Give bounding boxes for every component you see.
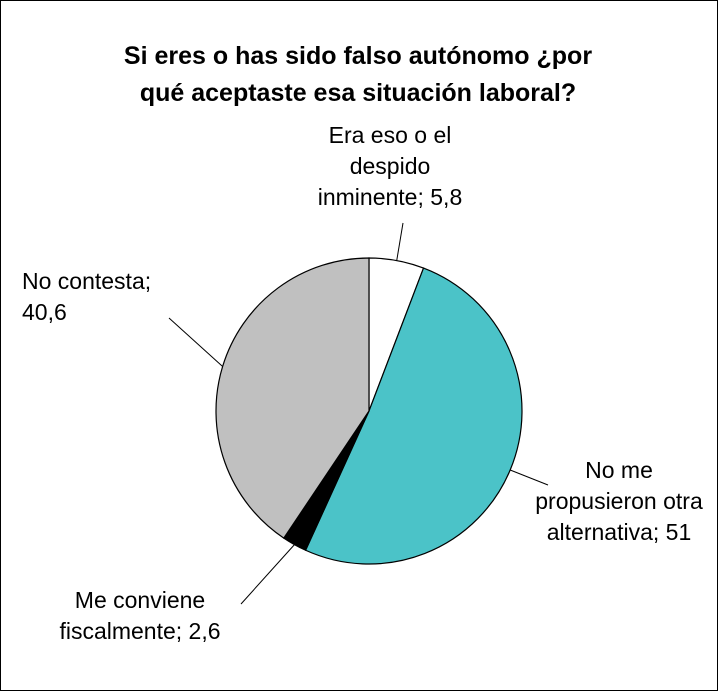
slice-label-era-eso: Era eso o el despido inminente; 5,8: [310, 120, 470, 213]
slice-label-no-me-propusieron-line-1: No me: [585, 457, 653, 483]
slice-label-era-eso-line-2: despido: [349, 153, 431, 179]
slice-label-me-conviene-line-1: Me conviene: [74, 587, 206, 613]
slice-label-me-conviene-line-2: fiscalmente; 2,6: [59, 618, 221, 644]
slice-label-no-me-propusieron-line-2: propusieron otra: [535, 488, 703, 514]
slice-no-contesta-leader-line: [168, 317, 223, 367]
slice-era-eso-leader-line: [396, 222, 404, 261]
slice-me-conviene-leader-line: [240, 544, 295, 605]
slice-label-no-contesta-line-1: No contesta;: [22, 268, 152, 294]
slice-label-no-me-propusieron: No me propusieron otra alternativa; 51: [524, 455, 714, 548]
slice-label-me-conviene: Me conviene fiscalmente; 2,6: [40, 585, 240, 647]
slice-label-era-eso-line-3: inminente; 5,8: [317, 184, 463, 210]
chart-title-line-2: qué aceptaste esa situación laboral?: [139, 79, 577, 107]
slice-label-era-eso-line-1: Era eso o el: [328, 122, 452, 148]
chart-title-line-1: Si eres o has sido falso autónomo ¿por: [123, 42, 593, 70]
slice-label-no-me-propusieron-line-3: alternativa; 51: [546, 519, 692, 545]
slice-no-me-propusieron-leader-line: [509, 469, 549, 486]
slice-no-contesta: [215, 257, 370, 539]
slice-label-no-contesta: No contesta; 40,6: [22, 266, 202, 328]
chart-title: Si eres o has sido falso autónomo ¿por q…: [0, 38, 716, 112]
slice-label-no-contesta-line-2: 40,6: [22, 299, 67, 325]
